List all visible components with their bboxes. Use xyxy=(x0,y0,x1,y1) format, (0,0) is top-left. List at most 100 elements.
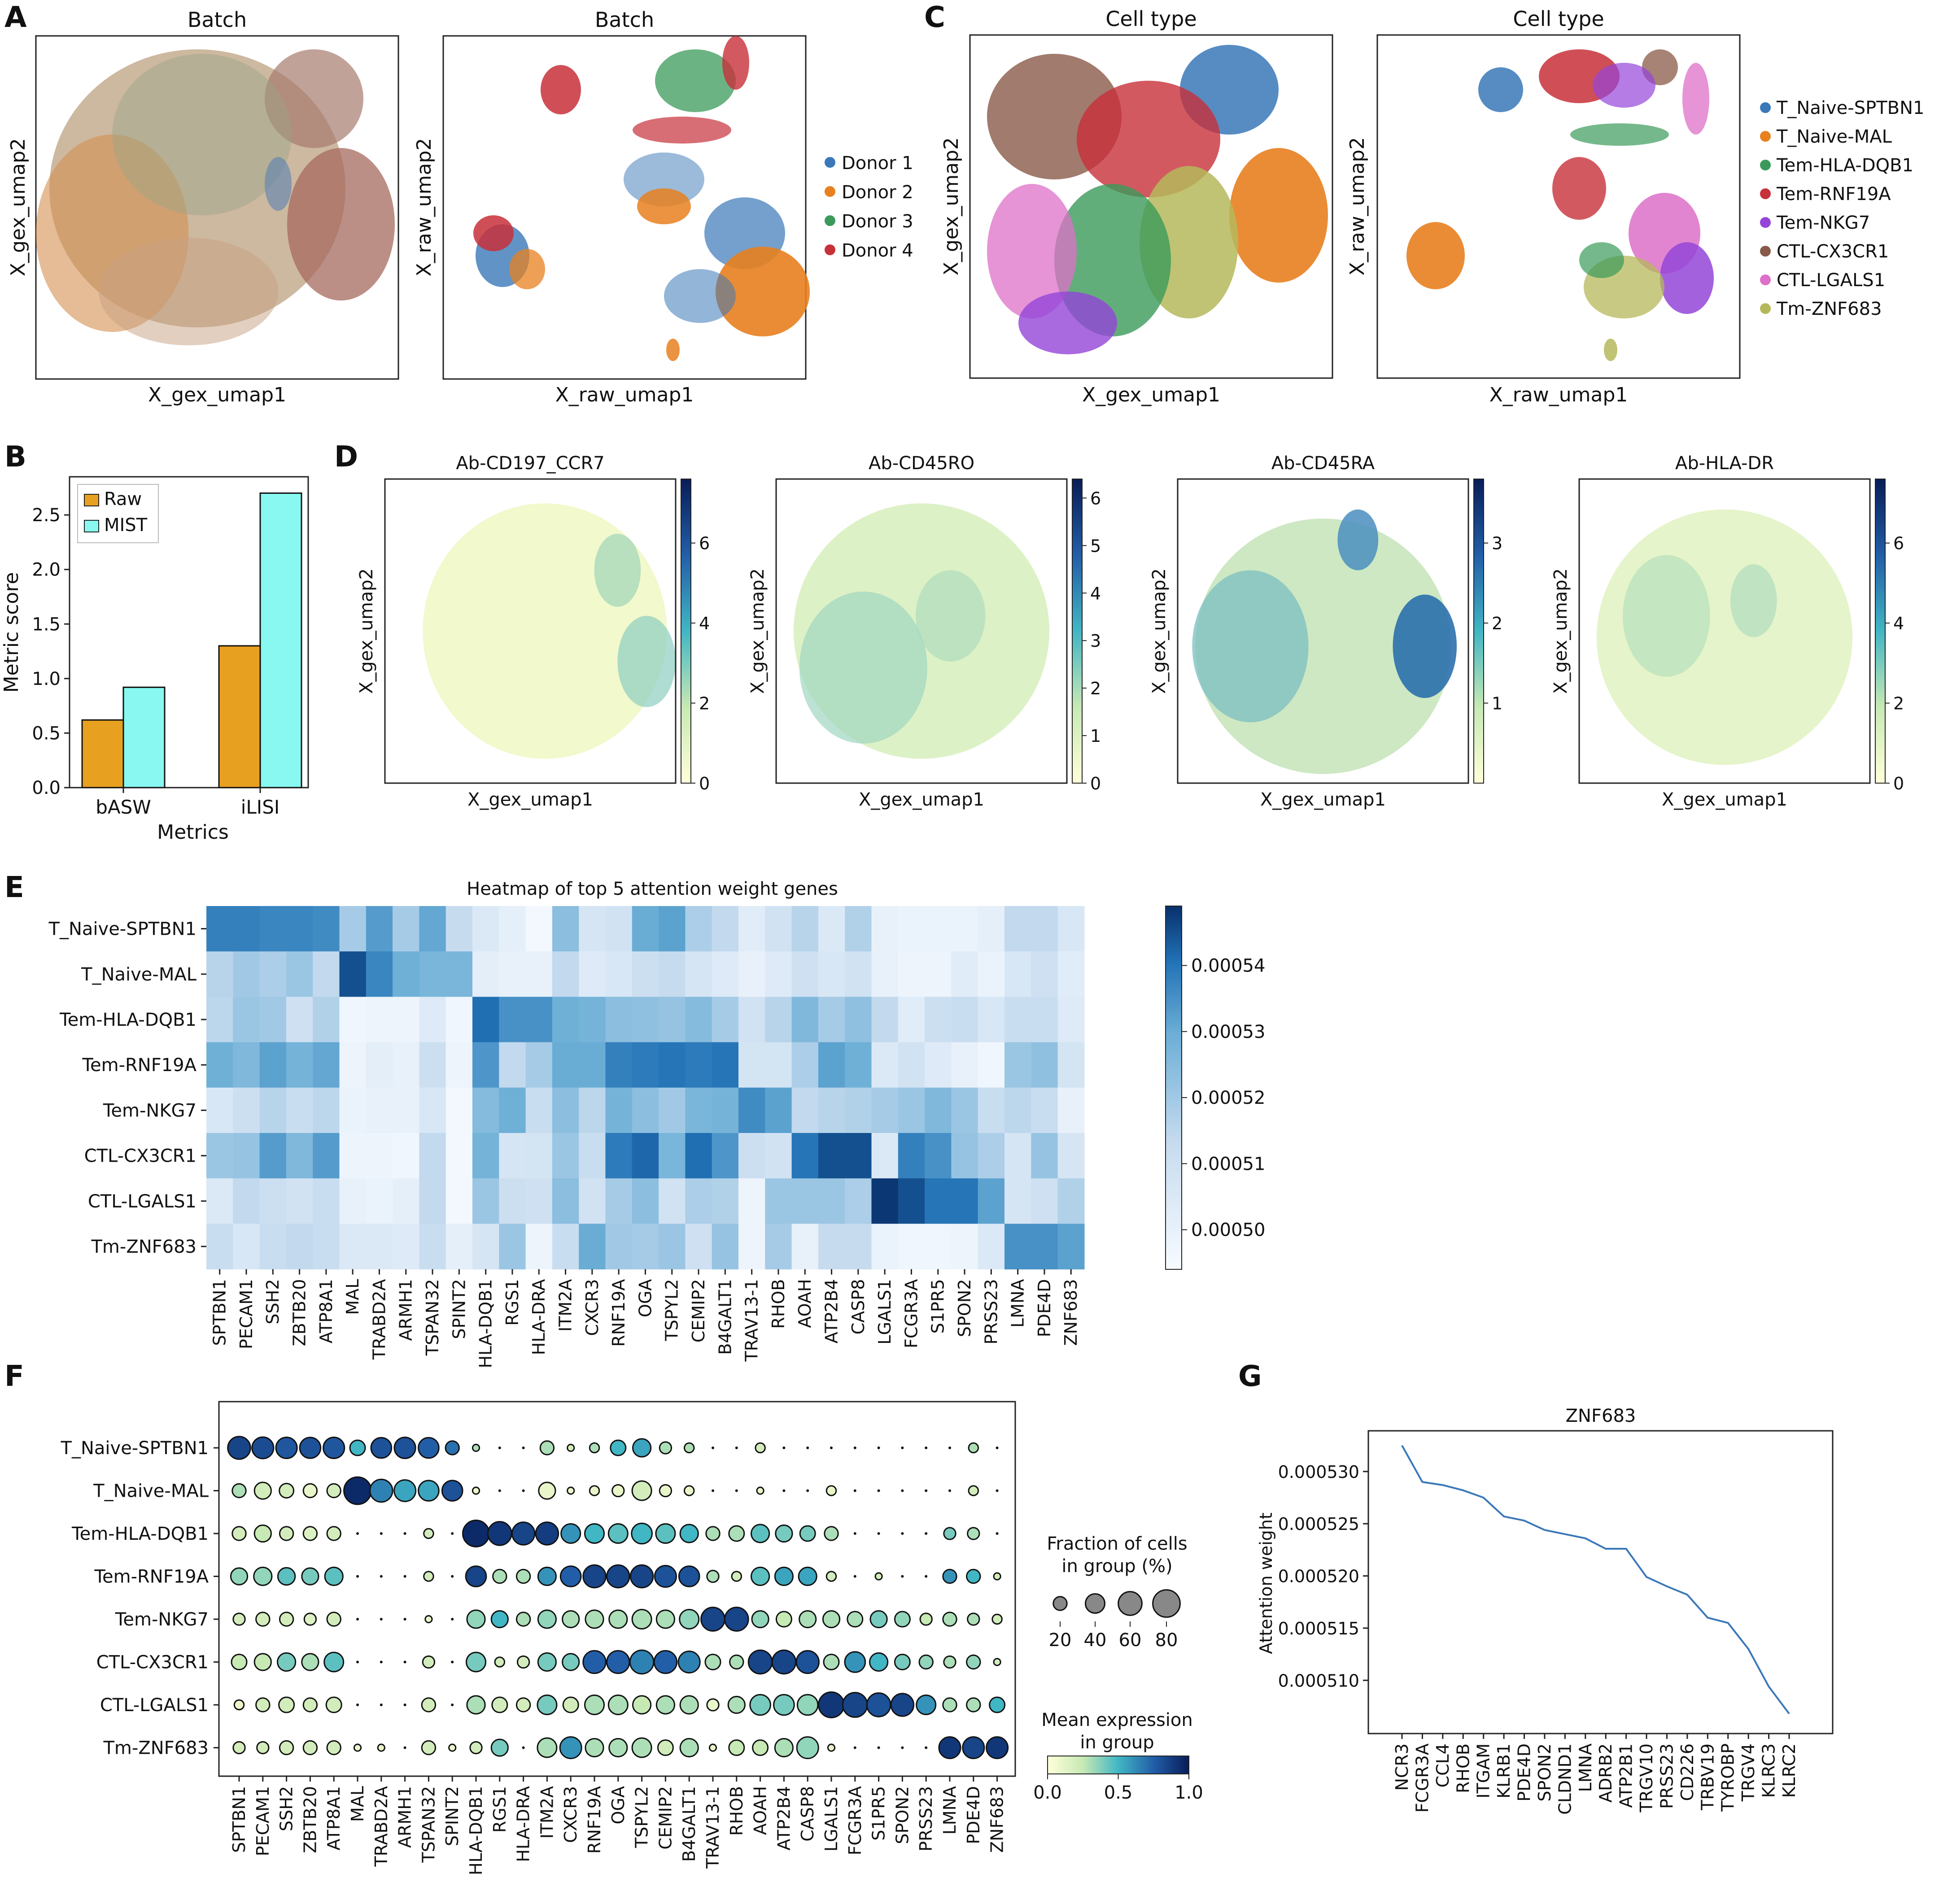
heatmap-cell xyxy=(871,1178,899,1224)
dotplot-dot xyxy=(996,1447,999,1449)
dotplot-dot xyxy=(562,1653,580,1671)
dotplot-dot xyxy=(279,1612,294,1627)
dotplot-dot xyxy=(299,1437,322,1459)
heatmap-cell xyxy=(259,951,287,997)
legend-swatch-tem-hla-dqb1 xyxy=(1760,160,1771,170)
dotplot-dot xyxy=(227,1436,251,1460)
dotplot-dot xyxy=(653,1650,678,1674)
dotplot-dot xyxy=(232,1741,246,1755)
dotplot-dot xyxy=(582,1650,607,1674)
dotplot-dot xyxy=(967,1612,980,1626)
heatmap-cell xyxy=(366,1224,393,1270)
dotplot-dot xyxy=(403,1704,406,1706)
dotplot-dot xyxy=(418,1480,440,1502)
dotplot-dot xyxy=(393,1436,416,1460)
ytick-3: 1.5 xyxy=(32,614,61,635)
dotplot-row-label: CTL-LGALS1 xyxy=(100,1695,209,1716)
dotplot-dot xyxy=(655,1609,676,1629)
heatmap-cell xyxy=(738,1042,765,1088)
dotplot-dot xyxy=(377,1743,385,1752)
panel-a-right-title: Batch xyxy=(595,8,654,32)
heatmap-cell xyxy=(738,906,765,952)
heatmap-col-label: SPINT2 xyxy=(449,1279,469,1339)
heatmap-cell xyxy=(605,997,633,1043)
dotplot-dot xyxy=(677,1650,701,1674)
heatmap-cell xyxy=(206,1042,233,1088)
dotplot-dot xyxy=(847,1611,864,1628)
heatmap-cell xyxy=(765,1042,792,1088)
panel-d-ylabel-1: X_gex_umap2 xyxy=(356,568,377,694)
heatmap-cell xyxy=(472,1178,499,1224)
heatmap-col-label: MAL xyxy=(343,1279,362,1315)
dotplot-row-label: T_Naive-SPTBN1 xyxy=(61,1438,209,1459)
heatmap-cell xyxy=(712,1042,739,1088)
dotplot-dot xyxy=(253,1566,273,1586)
legend-label-tem-rnf19a: Tem-RNF19A xyxy=(1776,184,1891,205)
heatmap-col-label: RGS1 xyxy=(502,1279,522,1326)
dotplot-dot xyxy=(607,1694,629,1716)
heatmap-col-label: SPON2 xyxy=(955,1279,974,1338)
legend-label-tm-znf683: Tm-ZNF683 xyxy=(1776,299,1882,319)
ytick-5: 2.5 xyxy=(32,505,61,526)
dotplot-dot xyxy=(515,1569,531,1584)
panel-c-right-umap xyxy=(1406,49,1714,361)
heatmap-cell xyxy=(765,1178,792,1224)
heatmap-cell xyxy=(951,1042,978,1088)
heatmap-cell xyxy=(1004,1133,1031,1179)
heatmap-cell xyxy=(659,906,686,952)
heatmap-cell xyxy=(765,1133,792,1179)
heatmap-cell xyxy=(552,906,579,952)
heatmap-cell xyxy=(313,951,340,997)
dotplot-dot xyxy=(749,1694,771,1716)
heatmap-cell xyxy=(233,1087,260,1133)
dotplot-dot xyxy=(798,1566,817,1586)
dotplot-dot xyxy=(302,1740,318,1756)
legend-swatch-donor-1 xyxy=(825,157,835,168)
panel-c-legend: T_Naive-SPTBN1 T_Naive-MAL Tem-HLA-DQB1 Tem… xyxy=(1760,98,1924,319)
panel-g-xtick: ADRB2 xyxy=(1596,1743,1616,1803)
dotplot-dot xyxy=(610,1439,627,1456)
dotplot-col-label: OGA xyxy=(608,1786,628,1824)
dotplot-col-label: ATP8A1 xyxy=(324,1786,344,1851)
heatmap-cell xyxy=(818,1133,845,1179)
heatmap-cell xyxy=(605,951,633,997)
series-line xyxy=(1401,1445,1790,1715)
heatmap-cell xyxy=(552,1224,579,1270)
dotplot-dot xyxy=(356,1532,359,1535)
heatmap-cell xyxy=(339,1087,367,1133)
panel-d-title-1: Ab-CD197_CCR7 xyxy=(456,453,604,474)
dotplot-dot xyxy=(451,1575,454,1578)
dotplot-dot xyxy=(966,1569,981,1584)
dotplot-dot xyxy=(724,1607,749,1632)
dotplot-dot xyxy=(752,1739,769,1756)
panel-d-colorbar-1 xyxy=(681,479,691,784)
panel-letter-d: D xyxy=(334,440,358,474)
heatmap-cell xyxy=(1004,1042,1031,1088)
dotplot-dot xyxy=(421,1697,437,1712)
heatmap-col-label: SSH2 xyxy=(263,1279,283,1325)
heatmap-cell xyxy=(499,1133,526,1179)
heatmap-cbtick: 0.00053 xyxy=(1191,1022,1265,1042)
dotplot-col-label: SPON2 xyxy=(892,1786,912,1844)
heatmap-cell xyxy=(925,1087,952,1133)
panel-d-xlabel-4: X_gex_umap1 xyxy=(1662,789,1787,810)
dotplot-dot xyxy=(498,1447,501,1449)
panel-g-xtick: RHOB xyxy=(1453,1743,1473,1793)
dotplot-dot xyxy=(231,1483,247,1499)
dotplot-col-label: TRABD2A xyxy=(371,1786,391,1867)
dotplot-dot xyxy=(655,1695,676,1715)
heatmap-cell xyxy=(499,951,526,997)
size-legend-title-1: Fraction of cells xyxy=(1047,1534,1187,1554)
dotplot-dot xyxy=(729,1654,744,1670)
legend-swatch-donor-3 xyxy=(825,215,835,226)
dotplot-dot xyxy=(962,1736,985,1760)
heatmap-cell xyxy=(978,906,1005,952)
heatmap-row-label: CTL-CX3CR1 xyxy=(84,1146,197,1167)
panel-letter-e: E xyxy=(4,871,24,904)
heatmap-cell xyxy=(818,1042,845,1088)
heatmap-cell xyxy=(871,1224,899,1270)
heatmap-col-label: CASP8 xyxy=(848,1279,868,1335)
heatmap-col-label: B4GALT1 xyxy=(715,1279,735,1355)
dotplot-dot xyxy=(491,1696,508,1713)
dotplot-col-label: PDE4D xyxy=(964,1786,983,1844)
